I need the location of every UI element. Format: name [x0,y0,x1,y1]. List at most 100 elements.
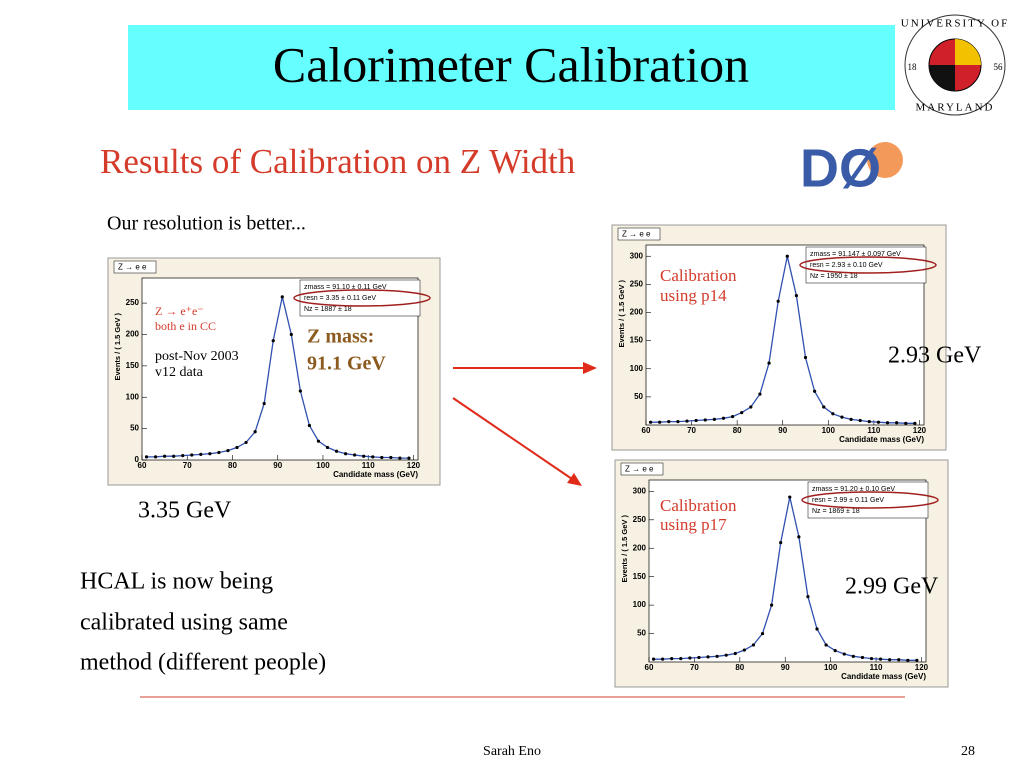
data-point [271,339,275,343]
logo-bottom: MARYLAND [916,102,995,114]
highlight-ellipse [801,491,939,509]
y-tick-label: 250 [633,515,647,524]
data-point [770,603,774,607]
plot: Z → e e 60 70 80 90 100 110 120 0 50 100 150 200 250 C… [107,257,441,486]
x-tick-label: 100 [316,461,330,470]
data-point [724,653,728,657]
stats-line: resn = 2.93 ± 0.10 GeV [810,262,883,269]
data-point [144,455,149,459]
y-tick-label: 0 [135,455,140,464]
y-tick-label: 100 [630,364,644,373]
data-point [749,405,753,409]
footer-page: 28 [961,744,975,759]
y-tick-label: 100 [633,600,647,609]
data-point [867,420,871,424]
data-point [895,421,899,425]
data-point [815,627,819,631]
stats-line: Nz = 1887 ± 18 [304,306,352,313]
intro: Our resolution is better... [107,213,306,235]
x-tick-label: 100 [824,663,838,672]
data-point [190,453,194,457]
x-tick-label: 60 [645,663,654,672]
data-point [721,416,726,420]
y-tick-label: 100 [126,392,140,401]
data-point [913,421,917,425]
data-point [760,631,765,636]
x-axis-label: Candidate mass (GeV) [333,470,418,479]
note-line: calibrated using same [80,610,288,636]
data-point [235,445,239,450]
data-point [730,414,735,419]
plot-title-box [617,227,661,241]
data-point [860,655,865,660]
y-tick-label: 150 [630,336,644,345]
data-point [389,455,393,460]
annotation: using p14 [660,286,727,305]
stats-line: zmass = 91.10 ± 0.11 GeV [304,284,387,291]
footer-author: Sarah Eno [483,744,541,759]
y-tick-label: 250 [630,279,644,288]
x-tick-label: 90 [781,663,790,672]
data-point [334,449,339,453]
data-point [697,655,701,660]
y-tick-label: 150 [633,572,647,581]
plot-title-box [620,462,664,476]
data-point [878,657,883,661]
data-point [688,656,692,660]
data-point [751,643,756,647]
y-axis-label: Events / ( 1.5 GeV ) [113,313,122,381]
data-point [785,254,789,258]
data-point [217,450,221,455]
data-point [407,456,411,460]
data-point [788,495,792,499]
stats-box [807,481,929,519]
x-axis-label: Candidate mass (GeV) [839,435,924,444]
stats-line: Nz = 1950 ± 18 [810,273,858,280]
data-point [779,540,783,545]
data-point [806,594,810,599]
data-point [876,420,881,424]
data-point [824,643,828,647]
data-point [667,420,671,424]
annotation: post-Nov 2003 [155,349,239,364]
data-point [703,418,707,422]
annotation: Z → e⁺e⁻ [155,304,204,318]
annotation: Calibration [660,266,737,285]
d0-logo: DØ [797,138,917,200]
data-point [226,448,230,453]
stats-box [299,279,421,317]
x-tick-label: 90 [273,461,282,470]
data-point [371,455,375,459]
x-tick-label: 80 [228,461,237,470]
note-line: HCAL is now being [80,569,273,595]
data-point [706,655,710,659]
y-tick-label: 250 [126,298,140,307]
data-point [842,652,846,656]
x-tick-label: 100 [822,426,836,435]
title-box [128,25,895,110]
logo-year-right: 56 [994,62,1004,72]
stats-line: Nz = 1869 ± 18 [812,508,860,515]
y-axis-label: Events / ( 1.5 GeV ) [620,515,629,583]
highlight-ellipse [799,256,937,274]
resolution-label: 2.93 GeV [888,343,982,369]
data-point [353,453,357,457]
data-point [906,658,910,662]
y-axis-label: Events / ( 1.5 GeV ) [617,280,626,348]
x-tick-label: 70 [183,461,192,470]
data-point [289,332,293,337]
data-point [888,658,892,662]
x-tick-label: 110 [870,663,883,672]
data-point [685,419,689,423]
stats-box [805,246,927,284]
data-point [670,656,674,661]
highlight-ellipse [293,289,431,307]
x-tick-label: 90 [778,426,787,435]
data-point [758,392,762,396]
data-point [679,656,683,661]
data-point [316,439,321,443]
data-point [199,452,203,456]
x-tick-label: 120 [915,663,929,672]
data-point [153,455,158,459]
